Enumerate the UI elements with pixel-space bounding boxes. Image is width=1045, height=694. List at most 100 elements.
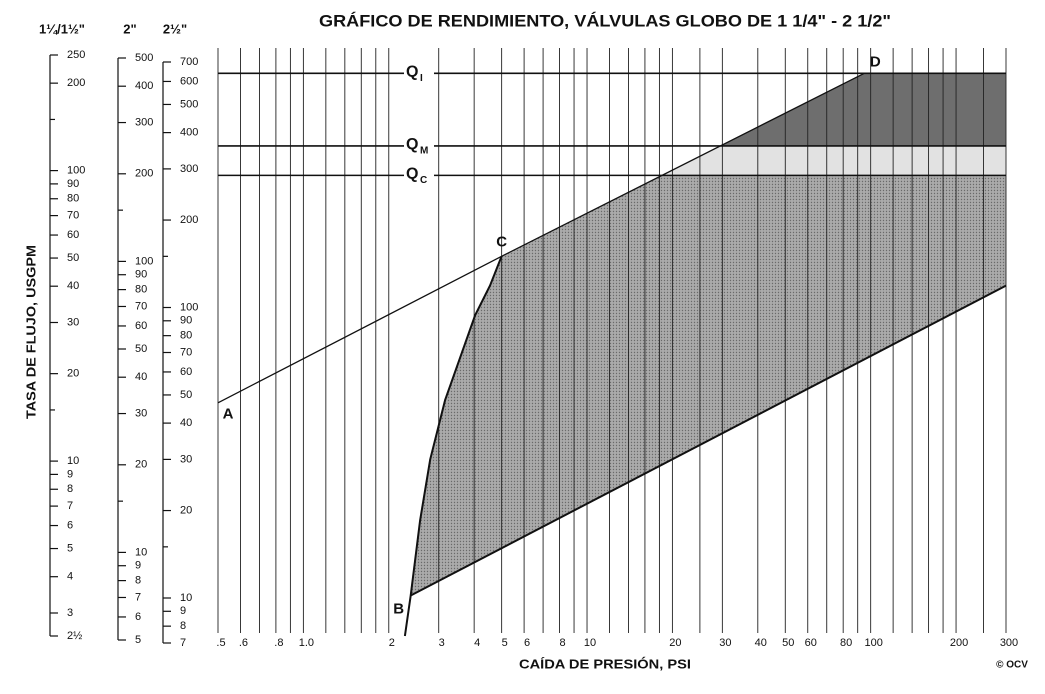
scale-tick-label: 40: [180, 417, 192, 429]
level-label-bg: [404, 165, 434, 186]
data-line: [403, 255, 503, 637]
y-axis-label: TASA DE FLUJO, USGPM: [23, 245, 38, 419]
scale-tick-label: 80: [135, 284, 147, 296]
x-tick-label: .6: [239, 637, 248, 649]
scale-tick-label: 8: [135, 575, 141, 587]
scale-header: 2½": [163, 21, 187, 36]
level-label-bg: [404, 135, 434, 156]
scale-tick-label: 500: [180, 98, 198, 110]
scale-tick-label: 9: [67, 468, 73, 480]
level-sub: M: [420, 146, 428, 157]
point-label: C: [496, 233, 507, 250]
scale-tick-label: 40: [135, 371, 147, 383]
scale-tick-label: 400: [180, 127, 198, 139]
x-tick-label: 100: [864, 637, 882, 649]
labels: 1¼/1½"2502001009080706050403020109876543…: [39, 21, 1018, 648]
scale-tick-label: 3: [67, 607, 73, 619]
scale-tick-label: 90: [180, 315, 192, 327]
x-tick-label: 300: [1000, 637, 1018, 649]
scale-tick-label: 7: [67, 500, 73, 512]
x-tick-label: 30: [719, 637, 731, 649]
chart-title: GRÁFICO DE RENDIMIENTO, VÁLVULAS GLOBO D…: [319, 11, 891, 30]
scale-tick-label: 30: [135, 407, 147, 419]
scale-tick-label: 20: [67, 368, 79, 380]
scale-tick-label: 8: [67, 483, 73, 495]
scale-tick-label: 100: [135, 255, 153, 267]
x-tick-label: 20: [669, 637, 681, 649]
scale-tick-label: 50: [180, 389, 192, 401]
scale-tick-label: 400: [135, 80, 153, 92]
scale-tick-label: 250: [67, 49, 85, 61]
scale-tick-label: 70: [67, 210, 79, 222]
level-label: Q: [406, 64, 418, 81]
x-tick-label: 4: [474, 637, 480, 649]
region-light: [662, 145, 1006, 176]
x-tick-label: 200: [950, 637, 968, 649]
scale-tick-label: 100: [67, 165, 85, 177]
scale-tick-label: 6: [135, 611, 141, 623]
x-tick-label: 3: [439, 637, 445, 649]
scale-header: 2": [123, 21, 136, 36]
scale-tick-label: 10: [135, 546, 147, 558]
scale-tick-label: 60: [67, 229, 79, 241]
scale-tick-label: 9: [180, 605, 186, 617]
scale-tick-label: 20: [135, 459, 147, 471]
scale-header: 1¼/1½": [39, 21, 85, 36]
scale-tick-label: 70: [135, 300, 147, 312]
scale-tick-label: 5: [135, 634, 141, 646]
x-tick-label: .5: [216, 637, 225, 649]
x-tick-label: 6: [524, 637, 530, 649]
x-tick-label: 8: [559, 637, 565, 649]
x-axis-label: CAÍDA DE PRESIÓN, PSI: [519, 656, 691, 671]
scale-tick-label: 2½: [67, 630, 82, 642]
scale-tick-label: 500: [135, 52, 153, 64]
x-tick-label: 40: [755, 637, 767, 649]
scale-tick-label: 5: [67, 542, 73, 554]
scale-tick-label: 20: [180, 504, 192, 516]
scale-tick-label: 90: [67, 178, 79, 190]
scale-tick-label: 10: [180, 592, 192, 604]
scale-tick-label: 80: [67, 193, 79, 205]
scale-tick-label: 60: [135, 320, 147, 332]
level-label-bg: [404, 63, 434, 84]
credit: © OCV: [996, 660, 1028, 671]
point-label: D: [870, 53, 881, 70]
scale-tick-label: 600: [180, 75, 198, 87]
scale-tick-label: 300: [135, 116, 153, 128]
data-line: [410, 284, 1007, 597]
point-label: B: [393, 600, 404, 617]
x-tick-label: 80: [840, 637, 852, 649]
scale-tick-label: 50: [135, 343, 147, 355]
scale-tick-label: 700: [180, 56, 198, 68]
x-tick-label: 1.0: [299, 637, 314, 649]
scale-tick-label: 4: [67, 571, 73, 583]
scale-tick-label: 40: [67, 280, 79, 292]
scale-tick-label: 50: [67, 252, 79, 264]
scale-tick-label: 300: [180, 163, 198, 175]
scale-tick-label: 8: [180, 620, 186, 632]
level-label: Q: [406, 136, 418, 153]
x-tick-label: 10: [584, 637, 596, 649]
x-tick-label: 50: [782, 637, 794, 649]
scale-tick-label: 200: [67, 77, 85, 89]
scale-tick-label: 90: [135, 269, 147, 281]
level-sub: C: [420, 175, 427, 186]
scale-tick-label: 10: [67, 455, 79, 467]
scale-tick-label: 30: [67, 316, 79, 328]
region-dark: [720, 73, 1006, 146]
x-tick-label: .8: [274, 637, 283, 649]
scale-tick-label: 6: [67, 519, 73, 531]
lines: [217, 72, 1007, 637]
scale-tick-label: 9: [135, 560, 141, 572]
scale-tick-label: 7: [135, 591, 141, 603]
x-tick-label: 60: [805, 637, 817, 649]
scale-tick-label: 200: [180, 214, 198, 226]
scale-tick-label: 7: [180, 637, 186, 649]
scale-tick-label: 60: [180, 366, 192, 378]
scale-tick-label: 30: [180, 453, 192, 465]
x-tick-label: 5: [502, 637, 508, 649]
point-label: A: [223, 406, 234, 423]
scale-tick-label: 100: [180, 301, 198, 313]
scale-tick-label: 70: [180, 346, 192, 358]
